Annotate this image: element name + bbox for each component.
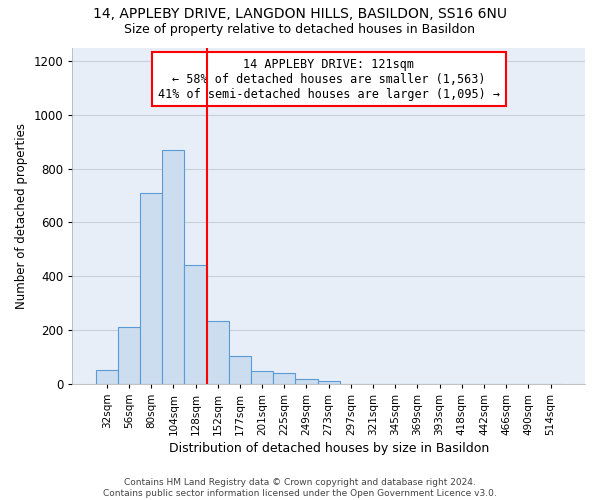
- Bar: [317, 381, 340, 384]
- Bar: [229, 356, 251, 384]
- Bar: [206, 320, 229, 384]
- Text: 14 APPLEBY DRIVE: 121sqm
← 58% of detached houses are smaller (1,563)
41% of sem: 14 APPLEBY DRIVE: 121sqm ← 58% of detach…: [158, 58, 500, 100]
- Bar: [184, 266, 206, 384]
- Bar: [295, 378, 317, 384]
- X-axis label: Distribution of detached houses by size in Basildon: Distribution of detached houses by size …: [169, 442, 489, 455]
- Text: Size of property relative to detached houses in Basildon: Size of property relative to detached ho…: [125, 22, 476, 36]
- Bar: [162, 150, 184, 384]
- Y-axis label: Number of detached properties: Number of detached properties: [15, 122, 28, 308]
- Bar: [273, 373, 295, 384]
- Bar: [95, 370, 118, 384]
- Bar: [118, 328, 140, 384]
- Bar: [251, 371, 273, 384]
- Bar: [140, 193, 162, 384]
- Text: Contains HM Land Registry data © Crown copyright and database right 2024.
Contai: Contains HM Land Registry data © Crown c…: [103, 478, 497, 498]
- Text: 14, APPLEBY DRIVE, LANGDON HILLS, BASILDON, SS16 6NU: 14, APPLEBY DRIVE, LANGDON HILLS, BASILD…: [93, 8, 507, 22]
